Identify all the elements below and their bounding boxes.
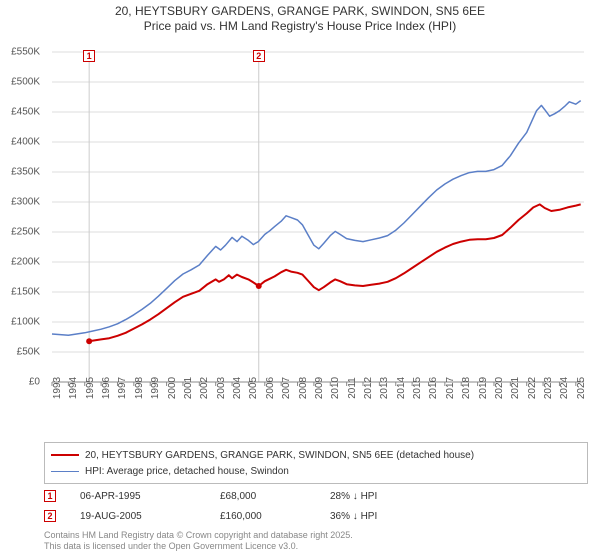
sale-date: 06-APR-1995 xyxy=(80,491,220,502)
sale-marker-icon: 2 xyxy=(44,510,56,522)
title-line-1: 20, HEYTSBURY GARDENS, GRANGE PARK, SWIN… xyxy=(0,4,600,19)
x-tick-label: 2025 xyxy=(576,377,600,399)
y-tick-label: £100K xyxy=(0,317,40,328)
sale-marker-2: 2 xyxy=(253,50,265,62)
footer-line-1: Contains HM Land Registry data © Crown c… xyxy=(44,530,592,541)
y-tick-label: £550K xyxy=(0,47,40,58)
sales-table: 1 06-APR-1995£68,00028% ↓ HPI 2 19-AUG-2005… xyxy=(44,486,588,526)
legend-swatch xyxy=(51,454,79,456)
y-tick-label: £400K xyxy=(0,137,40,148)
sale-row: 2 19-AUG-2005£160,00036% ↓ HPI xyxy=(44,506,588,526)
sale-row: 1 06-APR-1995£68,00028% ↓ HPI xyxy=(44,486,588,506)
sale-marker-icon: 1 xyxy=(44,490,56,502)
sale-marker-1: 1 xyxy=(83,50,95,62)
y-tick-label: £200K xyxy=(0,257,40,268)
y-tick-label: £50K xyxy=(0,347,40,358)
legend-row: HPI: Average price, detached house, Swin… xyxy=(51,463,581,479)
legend-row: 20, HEYTSBURY GARDENS, GRANGE PARK, SWIN… xyxy=(51,447,581,463)
sale-delta-hpi: 28% ↓ HPI xyxy=(330,491,480,502)
chart-footer: Contains HM Land Registry data © Crown c… xyxy=(44,530,592,553)
sale-price: £68,000 xyxy=(220,491,330,502)
y-tick-label: £150K xyxy=(0,287,40,298)
y-tick-label: £500K xyxy=(0,77,40,88)
legend-swatch xyxy=(51,471,79,472)
y-tick-label: £350K xyxy=(0,167,40,178)
sale-date: 19-AUG-2005 xyxy=(80,511,220,522)
chart-title: 20, HEYTSBURY GARDENS, GRANGE PARK, SWIN… xyxy=(0,0,600,34)
chart-legend: 20, HEYTSBURY GARDENS, GRANGE PARK, SWIN… xyxy=(44,442,588,484)
chart-plot-area: £0£50K£100K£150K£200K£250K£300K£350K£400… xyxy=(44,48,588,412)
footer-line-2: This data is licensed under the Open Gov… xyxy=(44,541,592,552)
y-tick-label: £300K xyxy=(0,197,40,208)
sale-delta-hpi: 36% ↓ HPI xyxy=(330,511,480,522)
title-line-2: Price paid vs. HM Land Registry's House … xyxy=(0,19,600,34)
sale-price: £160,000 xyxy=(220,511,330,522)
y-tick-label: £250K xyxy=(0,227,40,238)
legend-label: HPI: Average price, detached house, Swin… xyxy=(85,466,289,477)
y-tick-label: £450K xyxy=(0,107,40,118)
y-tick-label: £0 xyxy=(0,377,40,388)
legend-label: 20, HEYTSBURY GARDENS, GRANGE PARK, SWIN… xyxy=(85,450,474,461)
